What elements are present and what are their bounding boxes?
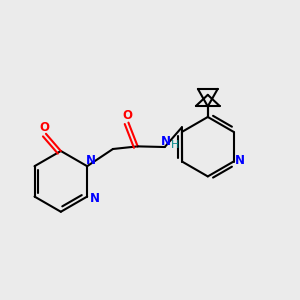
Text: O: O: [40, 121, 50, 134]
Text: H: H: [171, 140, 179, 150]
Text: O: O: [122, 109, 132, 122]
Text: N: N: [89, 192, 99, 205]
Text: N: N: [85, 154, 95, 167]
Text: N: N: [235, 154, 245, 167]
Text: N: N: [160, 135, 170, 148]
